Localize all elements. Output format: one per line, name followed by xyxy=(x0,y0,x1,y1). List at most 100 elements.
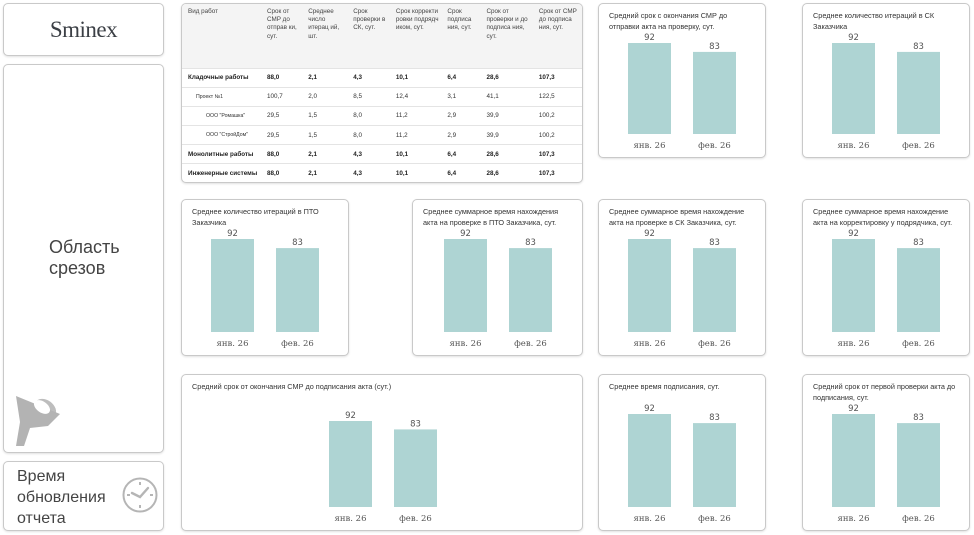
value-cell: 88,0 xyxy=(264,163,306,182)
bar-chart: 92 янв. 26 83 фев. 26 xyxy=(211,229,319,349)
value-cell: 2,9 xyxy=(444,105,484,126)
column-header[interactable]: Срок от СМР до подписа ния, сут. xyxy=(538,8,577,32)
category-label: фев. 26 xyxy=(902,514,935,524)
bar[interactable] xyxy=(832,239,875,332)
bar[interactable] xyxy=(211,239,254,332)
category-label: янв. 26 xyxy=(216,339,248,349)
chart-card: Среднее суммарное время нахождение акта … xyxy=(598,199,766,356)
bar[interactable] xyxy=(693,248,736,332)
value-cell: 107,3 xyxy=(535,67,582,88)
bar[interactable] xyxy=(693,51,736,134)
bar[interactable] xyxy=(628,239,671,332)
category-label: фев. 26 xyxy=(698,141,731,151)
bar-chart: 92 янв. 26 83 фев. 26 xyxy=(832,33,940,151)
chart-title: Среднее суммарное время нахождения акта … xyxy=(423,207,559,227)
data-label: 83 xyxy=(709,413,720,423)
bar[interactable] xyxy=(832,414,875,507)
value-cell: 2,1 xyxy=(305,163,351,182)
value-cell: 28,6 xyxy=(483,144,536,164)
value-cell: 10,1 xyxy=(392,67,445,88)
chart-title: Средний срок с окончания СМР до отправки… xyxy=(609,11,728,31)
table-row[interactable]: Монолитные работы 88,0 2,1 4,3 10,1 6,4 28,6 10… xyxy=(182,144,582,164)
category-label: янв. 26 xyxy=(837,514,869,524)
value-cell: 122,5 xyxy=(535,86,582,107)
data-label: 83 xyxy=(709,42,720,52)
value-cell: 12,4 xyxy=(392,86,445,107)
value-cell: 3,1 xyxy=(444,86,484,107)
bar[interactable] xyxy=(628,414,671,507)
column-header[interactable]: Срок от СМР до отправ ки, сут. xyxy=(267,8,297,40)
table-row[interactable]: Инженерные системы 88,0 2,1 4,3 10,1 6,4 28,6 1… xyxy=(182,163,582,182)
bar[interactable] xyxy=(693,423,736,507)
bar[interactable] xyxy=(832,43,875,134)
chart-card: Средний срок от первой проверки акта до … xyxy=(802,374,970,531)
chart-card: Среднее суммарное время нахождения акта … xyxy=(412,199,583,356)
value-cell: 8,5 xyxy=(350,86,393,107)
value-cell: 8,0 xyxy=(350,125,393,145)
column-header[interactable]: Срок корректи ровки подрядч иком, сут. xyxy=(395,8,439,32)
slicer-label-line: Область xyxy=(49,237,120,257)
chart-card: Среднее время подписания, сут. 92 янв. 26 8… xyxy=(598,374,766,531)
bar[interactable] xyxy=(276,248,319,332)
category-label: янв. 26 xyxy=(633,339,665,349)
bar[interactable] xyxy=(897,51,940,134)
bar[interactable] xyxy=(329,421,372,507)
row-label-cell: ООО "СтройДом" xyxy=(182,125,264,145)
chart-card: Среднее суммарное время нахождение акта … xyxy=(802,199,970,356)
value-cell: 4,3 xyxy=(350,144,393,164)
data-label: 92 xyxy=(227,229,238,239)
category-label: фев. 26 xyxy=(698,514,731,524)
value-cell: 1,5 xyxy=(305,105,351,126)
update-label-line: обновления xyxy=(17,489,106,506)
table-row[interactable]: ООО "СтройДом" 29,5 1,5 8,0 11,2 2,9 39,9 100,2 xyxy=(182,125,582,145)
bar-chart: 92 янв. 26 83 фев. 26 xyxy=(832,404,940,524)
data-label: 83 xyxy=(913,413,924,423)
column-header[interactable]: Срок от проверки и до подписа ния, сут. xyxy=(486,8,528,40)
row-label-cell: Инженерные системы xyxy=(182,163,264,182)
value-cell: 28,6 xyxy=(483,67,536,88)
value-cell: 39,9 xyxy=(483,125,536,145)
value-cell: 2,1 xyxy=(305,144,351,164)
bar[interactable] xyxy=(444,239,487,332)
data-label: 83 xyxy=(292,238,303,248)
bar[interactable] xyxy=(394,429,437,507)
table-row[interactable]: Кладочные работы 88,0 2,1 4,3 10,1 6,4 28,6 107… xyxy=(182,67,582,88)
bar-chart: 92 янв. 26 83 фев. 26 xyxy=(628,404,736,524)
sminex-logo: Sminex xyxy=(49,16,118,42)
data-label: 83 xyxy=(913,238,924,248)
category-label: янв. 26 xyxy=(837,141,869,151)
bar[interactable] xyxy=(897,248,940,332)
category-label: янв. 26 xyxy=(837,339,869,349)
table-row[interactable]: ООО "Ромашка" 29,5 1,5 8,0 11,2 2,9 39,9 100,2 xyxy=(182,105,582,126)
value-cell: 100,2 xyxy=(535,125,582,145)
chart-title: Среднее суммарное время нахождение акта … xyxy=(813,207,953,227)
value-cell: 11,2 xyxy=(392,105,445,126)
bar[interactable] xyxy=(897,423,940,507)
column-header[interactable]: Срок подписа ния, сут. xyxy=(447,8,472,32)
value-cell: 107,3 xyxy=(535,163,582,182)
value-cell: 39,9 xyxy=(483,105,536,126)
bar[interactable] xyxy=(628,43,671,134)
table-row[interactable]: Проект №1 100,7 2,0 8,5 12,4 3,1 41,1 122,5 xyxy=(182,86,582,107)
clock-icon xyxy=(122,477,158,513)
data-label: 92 xyxy=(345,411,356,421)
category-label: фев. 26 xyxy=(902,339,935,349)
data-label: 92 xyxy=(848,404,859,414)
value-cell: 2,1 xyxy=(305,67,351,88)
data-label: 92 xyxy=(848,33,859,43)
value-cell: 41,1 xyxy=(483,86,536,107)
column-header[interactable]: Вид работ xyxy=(188,8,218,15)
chart-title: Среднее суммарное время нахождение акта … xyxy=(609,207,745,227)
data-label: 92 xyxy=(848,229,859,239)
data-label: 83 xyxy=(410,419,421,429)
column-header[interactable]: Срок проверки в СК, сут. xyxy=(353,8,386,32)
value-cell: 6,4 xyxy=(444,67,484,88)
bar[interactable] xyxy=(509,248,552,332)
value-cell: 6,4 xyxy=(444,163,484,182)
slicer-area[interactable]: Область срезов xyxy=(3,64,164,453)
value-cell: 6,4 xyxy=(444,144,484,164)
column-header[interactable]: Среднее число итерац ий, шт. xyxy=(308,8,340,40)
value-cell: 88,0 xyxy=(264,144,306,164)
data-label: 83 xyxy=(525,238,536,248)
row-label-cell: Монолитные работы xyxy=(182,144,264,164)
